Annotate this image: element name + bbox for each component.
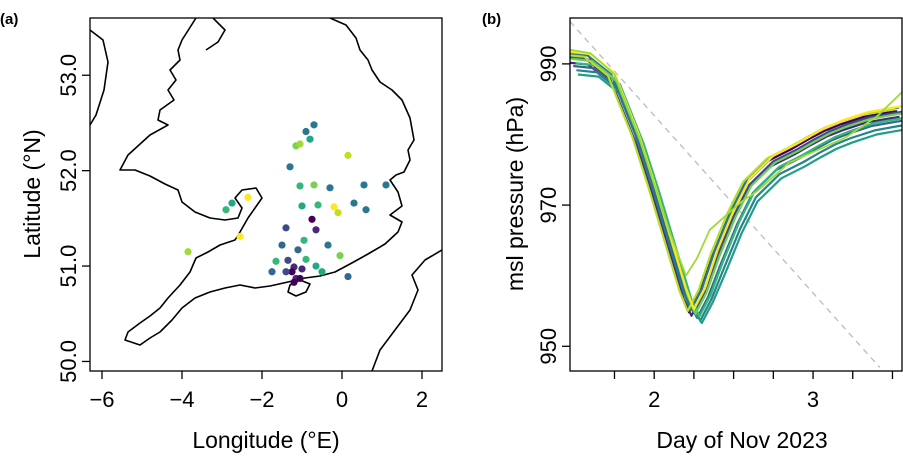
- station-point: [310, 181, 318, 189]
- reference-dashed-line: [570, 21, 881, 368]
- station-point: [350, 199, 358, 207]
- station-point: [300, 236, 308, 244]
- station-point: [324, 241, 332, 249]
- panel-a-tag: (a): [0, 11, 18, 28]
- station-point: [312, 226, 320, 234]
- outlier-member-line: [570, 48, 902, 277]
- y-axis-b: 950 970 990: [536, 46, 570, 365]
- station-point: [222, 206, 230, 214]
- panel-a-frame: [89, 17, 443, 372]
- station-point: [382, 181, 390, 189]
- station-point: [268, 268, 276, 276]
- coastline: [90, 18, 442, 371]
- station-point: [282, 268, 290, 276]
- station-point: [294, 246, 302, 254]
- x-tick-label-a: −6: [89, 387, 114, 412]
- y-tick-label-a: 52.0: [56, 149, 81, 192]
- station-point: [314, 201, 322, 209]
- station-point: [286, 163, 294, 171]
- x-tick-label-b: 2: [648, 387, 660, 412]
- station-point: [302, 255, 310, 263]
- station-point: [334, 209, 342, 217]
- station-point: [302, 127, 310, 136]
- station-point: [336, 251, 344, 260]
- panel-a-map: (a) −6 −4 −2 0 2 50.0 51.0 52.0 53.0 Longitude …: [0, 11, 443, 453]
- x-axis-label-b: Day of Nov 2023: [656, 427, 827, 453]
- station-point: [298, 202, 306, 210]
- x-axis-a: −6 −4 −2 0 2: [89, 371, 428, 412]
- station-point: [228, 199, 236, 207]
- station-point: [330, 203, 338, 211]
- y-axis-label-b: msl pressure (hPa): [502, 97, 528, 291]
- station-point: [326, 184, 334, 192]
- station-point: [306, 135, 314, 143]
- ensemble-member-line: [570, 54, 896, 313]
- y-axis-label-a: Latitude (°N): [19, 129, 45, 258]
- station-point: [272, 257, 280, 265]
- y-tick-label-b: 990: [536, 46, 561, 83]
- station-point: [362, 206, 370, 214]
- x-tick-label-b: 3: [807, 387, 819, 412]
- x-tick-label-a: −2: [249, 387, 274, 412]
- station-point: [308, 215, 316, 223]
- x-tick-label-a: −4: [169, 387, 194, 412]
- y-tick-label-a: 53.0: [56, 54, 81, 97]
- station-point: [184, 248, 192, 256]
- station-point: [310, 121, 318, 129]
- station-point: [288, 268, 296, 276]
- station-point: [290, 278, 298, 286]
- station-point: [298, 265, 306, 273]
- x-tick-label-a: 0: [336, 387, 348, 412]
- station-point: [344, 151, 352, 159]
- station-points: [184, 121, 390, 286]
- ensemble-member-line: [575, 62, 902, 318]
- station-point: [236, 232, 244, 241]
- y-axis-a: 50.0 51.0 52.0 53.0: [56, 54, 90, 383]
- y-tick-label-b: 950: [536, 328, 561, 365]
- station-point: [344, 272, 352, 281]
- y-tick-label-b: 970: [536, 187, 561, 224]
- x-tick-label-a: 2: [416, 387, 428, 412]
- station-point: [360, 181, 368, 189]
- station-point: [318, 268, 326, 276]
- panel-b-tag: (b): [482, 11, 501, 28]
- y-tick-label-a: 50.0: [56, 340, 81, 383]
- station-point: [296, 274, 304, 283]
- y-tick-label-a: 51.0: [56, 245, 81, 288]
- station-point: [244, 193, 252, 201]
- station-point: [278, 241, 286, 249]
- station-point: [284, 256, 292, 264]
- station-point: [312, 262, 320, 270]
- station-point: [296, 182, 304, 190]
- station-point: [282, 224, 290, 232]
- x-axis-label-a: Longitude (°E): [192, 427, 339, 453]
- ensemble-lines: [570, 48, 902, 325]
- panel-b-frame: [569, 17, 903, 372]
- station-point: [296, 140, 304, 148]
